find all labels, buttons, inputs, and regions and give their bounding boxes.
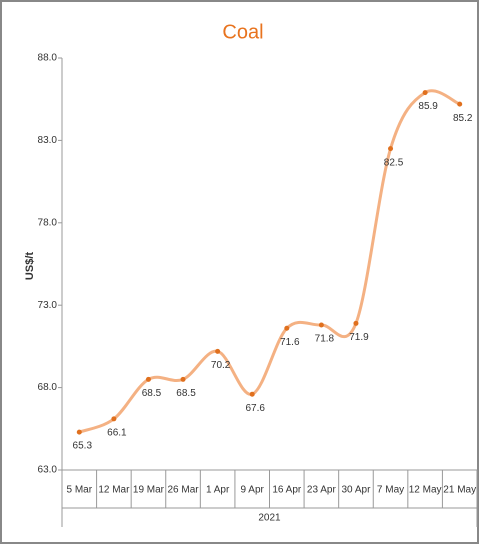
category-group-label: 2021 [258,513,281,524]
data-label: 67.6 [245,403,265,414]
y-tick-label: 73.0 [38,300,58,311]
y-tick-label: 68.0 [38,382,58,393]
x-tick-label: 9 Apr [241,485,265,496]
marker [180,376,186,382]
data-label: 71.9 [349,332,369,343]
marker [388,146,394,152]
y-tick-label: 63.0 [38,465,58,476]
x-tick-label: 12 May [409,485,442,496]
x-tick-label: 16 Apr [272,485,302,496]
marker [215,348,221,354]
marker [318,322,324,328]
data-label: 85.9 [418,101,438,112]
marker [284,325,290,331]
y-tick-label: 83.0 [38,135,58,146]
y-axis-title: US$/t [24,252,36,280]
x-tick-label: 7 May [377,485,404,496]
data-label: 70.2 [211,360,231,371]
marker [76,429,82,435]
data-label: 71.6 [280,337,300,348]
x-tick-label: 19 Mar [133,485,165,496]
x-tick-label: 30 Apr [341,485,371,496]
marker [145,376,151,382]
marker [457,101,463,107]
data-label: 82.5 [384,157,404,168]
marker [249,391,255,397]
chart-title: Coal [222,21,263,43]
marker [111,416,117,422]
data-label: 65.3 [73,441,93,452]
x-tick-label: 26 Mar [167,485,199,496]
data-label: 68.5 [176,388,196,399]
data-label: 68.5 [142,388,162,399]
x-tick-label: 12 Mar [98,485,130,496]
marker [353,320,359,326]
x-tick-label: 21 May [443,485,476,496]
x-tick-label: 23 Apr [307,485,337,496]
y-tick-label: 88.0 [38,53,58,64]
data-label: 85.2 [453,113,473,124]
y-tick-label: 78.0 [38,217,58,228]
data-label: 71.8 [315,334,335,345]
data-label: 66.1 [107,428,127,439]
x-tick-label: 1 Apr [206,485,230,496]
marker [422,90,428,96]
x-tick-label: 5 Mar [67,485,93,496]
